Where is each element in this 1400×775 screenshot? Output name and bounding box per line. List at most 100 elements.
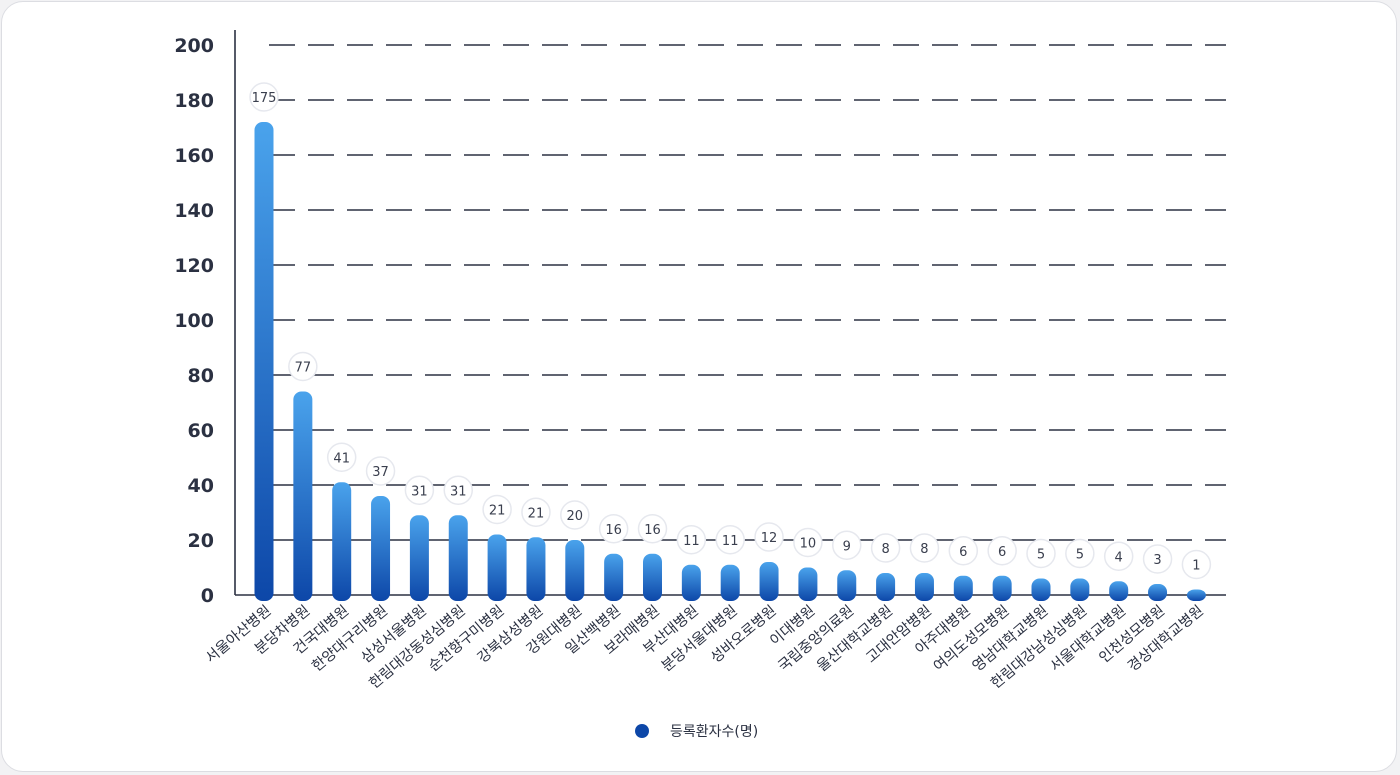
data-label: 41 bbox=[333, 451, 350, 466]
data-label: 10 bbox=[800, 537, 817, 552]
bar bbox=[759, 562, 779, 601]
data-label: 8 bbox=[920, 542, 928, 557]
legend-label: 등록환자수(명) bbox=[670, 724, 758, 740]
data-label: 21 bbox=[489, 504, 506, 519]
data-label: 21 bbox=[528, 506, 545, 521]
y-tick-label: 60 bbox=[188, 420, 214, 442]
data-label: 6 bbox=[959, 545, 967, 560]
y-tick-label: 120 bbox=[174, 255, 214, 277]
bar bbox=[371, 496, 391, 601]
data-label: 175 bbox=[252, 91, 277, 106]
data-label: 8 bbox=[881, 542, 889, 557]
data-label-bubble bbox=[560, 500, 590, 530]
bar bbox=[526, 537, 546, 601]
data-label-bubble bbox=[870, 533, 901, 563]
data-label-bubble bbox=[1026, 538, 1056, 569]
data-label: 37 bbox=[372, 465, 389, 480]
data-label: 16 bbox=[644, 523, 661, 538]
x-tick-label: 고대안암병원 bbox=[863, 602, 935, 666]
data-label: 6 bbox=[998, 545, 1006, 560]
y-tick-label: 180 bbox=[174, 90, 214, 112]
bar bbox=[604, 553, 624, 601]
data-label-bubble bbox=[1103, 541, 1134, 571]
bar bbox=[720, 564, 740, 601]
bar bbox=[448, 515, 468, 601]
data-label: 31 bbox=[450, 484, 467, 499]
data-label: 3 bbox=[1153, 553, 1161, 568]
data-label-bubble bbox=[715, 525, 745, 555]
data-label: 12 bbox=[761, 531, 778, 546]
data-label: 9 bbox=[843, 539, 851, 554]
data-label-bubble bbox=[482, 494, 512, 525]
y-tick-label: 40 bbox=[188, 475, 214, 497]
bar bbox=[1148, 584, 1168, 601]
data-label: 5 bbox=[1037, 548, 1045, 563]
data-label: 11 bbox=[683, 534, 700, 549]
bar bbox=[1031, 578, 1051, 601]
y-tick-label: 0 bbox=[201, 585, 214, 607]
data-label: 31 bbox=[411, 484, 428, 499]
data-label-bubble bbox=[443, 475, 473, 505]
bar bbox=[332, 482, 352, 601]
data-label: 77 bbox=[295, 361, 312, 376]
data-label-bubble bbox=[754, 522, 784, 552]
data-label-bubble bbox=[637, 514, 668, 544]
data-label-bubble bbox=[1065, 538, 1095, 569]
bar bbox=[837, 570, 857, 601]
data-label-bubble bbox=[1142, 544, 1173, 574]
data-label-bubble bbox=[987, 536, 1017, 566]
bar bbox=[565, 540, 585, 601]
data-label-bubble bbox=[676, 525, 707, 555]
y-tick-label: 100 bbox=[174, 310, 214, 332]
bar bbox=[953, 575, 973, 601]
data-label-bubble bbox=[948, 536, 979, 566]
bar bbox=[914, 573, 934, 601]
data-label-bubble bbox=[521, 497, 551, 527]
x-tick-label: 성바오로병원 bbox=[707, 602, 779, 666]
data-label-bubble bbox=[793, 527, 823, 558]
bar bbox=[487, 534, 507, 601]
bar bbox=[992, 575, 1012, 601]
bar bbox=[1186, 589, 1206, 601]
bar bbox=[1070, 578, 1090, 601]
data-label-bubble bbox=[1181, 549, 1212, 580]
x-tick-label: 서울아산병원 bbox=[202, 602, 274, 666]
data-label-bubble bbox=[249, 82, 279, 112]
gridlines bbox=[269, 44, 1226, 541]
data-label-bubble bbox=[909, 533, 940, 563]
bar bbox=[643, 553, 662, 601]
bar bbox=[681, 564, 701, 601]
bar bbox=[254, 122, 274, 601]
data-label-bubble bbox=[365, 456, 396, 486]
y-tick-label: 160 bbox=[174, 145, 214, 167]
data-label: 1 bbox=[1192, 559, 1200, 574]
data-label: 20 bbox=[567, 509, 584, 524]
data-label-bubble bbox=[832, 530, 862, 560]
y-tick-label: 80 bbox=[188, 365, 214, 387]
data-label: 16 bbox=[605, 523, 622, 538]
bar bbox=[1109, 581, 1129, 601]
data-label: 4 bbox=[1115, 550, 1123, 565]
x-tick-label: 강북삼성병원 bbox=[474, 602, 546, 666]
data-label-bubble bbox=[326, 442, 357, 472]
y-tick-label: 200 bbox=[174, 35, 214, 57]
data-label: 11 bbox=[722, 534, 739, 549]
bar bbox=[876, 573, 896, 601]
y-tick-label: 140 bbox=[174, 200, 214, 222]
y-tick-label: 20 bbox=[188, 530, 214, 552]
bar bbox=[409, 515, 429, 601]
bar bbox=[293, 391, 313, 601]
x-axis: 서울아산병원분당차병원건국대병원한양대구리병원삼성서울병원한림대강동성심병원순천… bbox=[202, 602, 1207, 692]
data-label-bubble bbox=[404, 475, 435, 505]
bars bbox=[254, 122, 1206, 601]
data-label-bubble bbox=[598, 514, 629, 544]
bar bbox=[798, 567, 818, 601]
data-label: 5 bbox=[1076, 548, 1084, 563]
legend: 등록환자수(명) bbox=[635, 724, 758, 740]
legend-dot bbox=[635, 724, 649, 738]
data-label-bubble bbox=[288, 351, 318, 382]
